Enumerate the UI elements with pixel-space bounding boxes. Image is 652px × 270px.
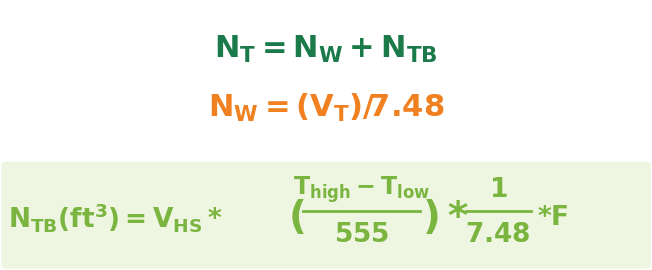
Text: $\mathbf{7.48}$: $\mathbf{7.48}$ [466,222,531,248]
FancyBboxPatch shape [1,162,651,269]
Text: $\mathbf{T_{high}-T_{low}}$: $\mathbf{T_{high}-T_{low}}$ [293,174,430,205]
Text: $\mathbf{N_W = (V_T)/7.48}$: $\mathbf{N_W = (V_T)/7.48}$ [208,92,444,124]
Text: $\mathbf{1}$: $\mathbf{1}$ [489,177,507,203]
Text: $\mathbf{N_{TB}(ft^3) = V_{HS}*}$: $\mathbf{N_{TB}(ft^3) = V_{HS}*}$ [8,201,222,234]
Text: $\mathbf{(}$: $\mathbf{(}$ [288,198,305,237]
Text: $\mathbf{)*}$: $\mathbf{)*}$ [422,198,469,237]
Text: $\mathbf{555}$: $\mathbf{555}$ [334,222,389,248]
Text: $\mathbf{*F}$: $\mathbf{*F}$ [537,205,569,231]
Text: $\mathbf{N_T = N_W + N_{TB}}$: $\mathbf{N_T = N_W + N_{TB}}$ [215,34,437,65]
